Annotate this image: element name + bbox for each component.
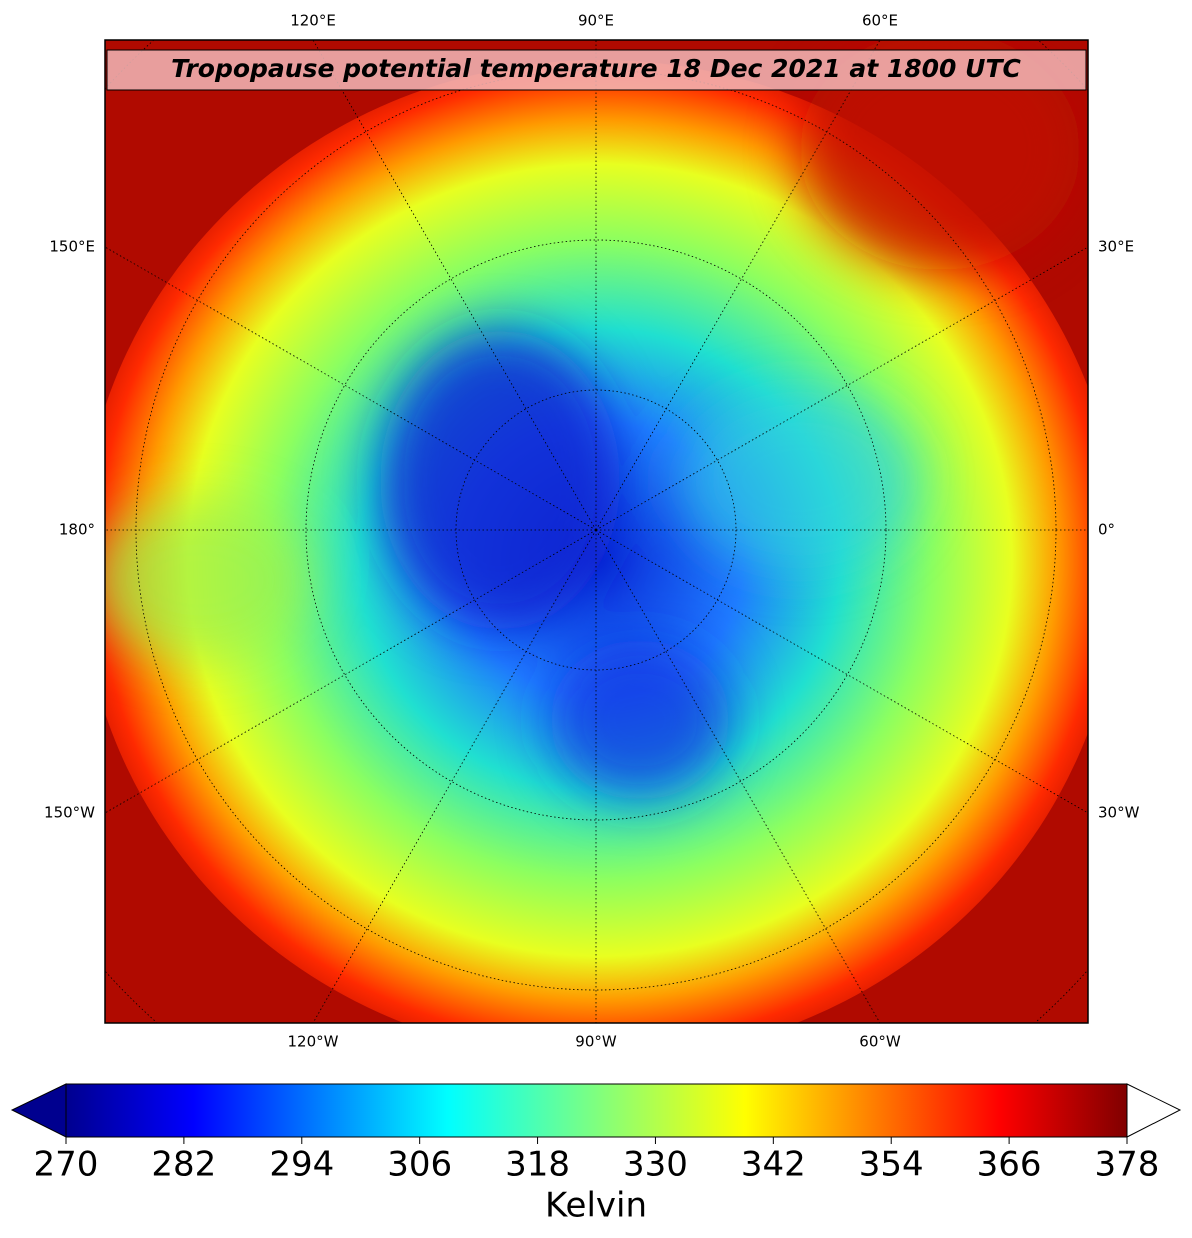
left-label: 180° (59, 521, 95, 539)
colorbar-tick-label: 330 (623, 1145, 688, 1185)
colorbar-extend-low (10, 1083, 67, 1138)
top-label: 120°E (290, 12, 336, 30)
colorbar-label: Kelvin (545, 1186, 647, 1226)
right-label: 30°W (1098, 804, 1140, 822)
graticule-labels: 120°E 90°E 60°E 120°W 90°W 60°W 150°E 180° 150°W… (44, 12, 1140, 1051)
left-label: 150°E (49, 238, 95, 256)
map-frame (104, 39, 1089, 1024)
title-box (106, 49, 1087, 91)
colorbar-tick-label: 270 (34, 1145, 99, 1185)
left-label: 150°W (44, 804, 95, 822)
colorbar-tick-label: 354 (859, 1145, 924, 1185)
colorbar-tick-label: 366 (977, 1145, 1042, 1185)
bottom-label: 60°W (859, 1033, 901, 1051)
colorbar-tick-label: 294 (269, 1145, 334, 1185)
right-label: 0° (1098, 521, 1115, 539)
bottom-label: 90°W (575, 1033, 617, 1051)
colorbar-tick-label: 378 (1095, 1145, 1160, 1185)
colorbar-tick-label: 306 (387, 1145, 452, 1185)
map-field (105, 40, 1088, 1023)
colorbar: 270 282 294 306 318 330 342 354 366 378 (10, 1083, 1182, 1185)
top-label: 90°E (578, 12, 614, 30)
top-label: 60°E (862, 12, 898, 30)
colorbar-tick-label: 342 (741, 1145, 806, 1185)
map-title: Tropopause potential temperature 18 Dec … (171, 54, 1021, 83)
colorbar-bar (65, 1083, 1128, 1138)
colorbar-tick-label: 282 (151, 1145, 216, 1185)
colorbar-tick-label: 318 (505, 1145, 570, 1185)
colorbar-extend-high (1126, 1083, 1182, 1138)
bottom-label: 120°W (288, 1033, 339, 1051)
right-label: 30°E (1098, 238, 1134, 256)
